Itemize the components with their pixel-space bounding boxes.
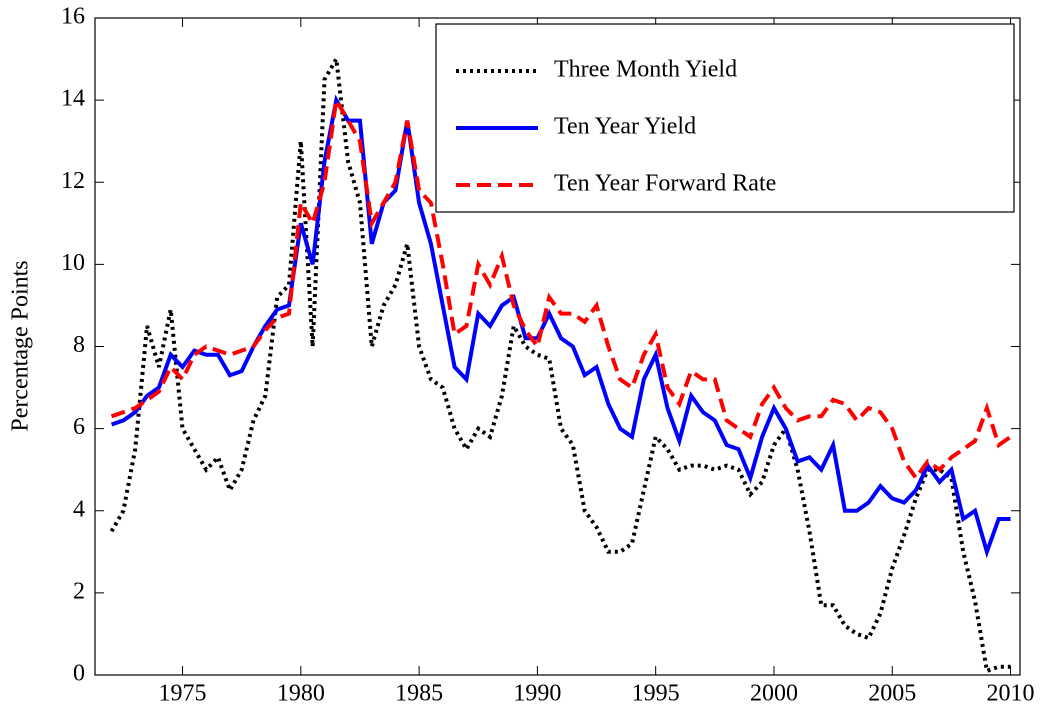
y-tick-label: 14: [61, 86, 85, 112]
y-tick-label: 2: [73, 578, 85, 604]
x-tick-label: 1995: [632, 681, 680, 707]
y-axis-label: Percentage Points: [8, 260, 34, 431]
x-tick-label: 1990: [513, 681, 561, 707]
series-line: [110, 94, 1012, 482]
x-tick-label: 2000: [750, 681, 798, 707]
x-tick-label: 1975: [159, 681, 207, 707]
series-line: [110, 94, 1011, 559]
x-tick-label: 1980: [277, 681, 325, 707]
y-tick-label: 12: [61, 168, 85, 194]
x-tick-label: 2010: [987, 681, 1035, 707]
legend-label: Ten Year Yield: [554, 114, 696, 140]
y-tick-label: 0: [73, 661, 85, 687]
y-tick-label: 10: [61, 250, 85, 276]
y-tick-label: 6: [73, 414, 85, 440]
series-line: [109, 52, 1011, 674]
legend-label: Three Month Yield: [554, 57, 737, 83]
x-tick-label: 2005: [868, 681, 916, 707]
y-tick-label: 4: [73, 496, 85, 522]
legend-label: Ten Year Forward Rate: [554, 171, 776, 197]
x-tick-label: 1985: [395, 681, 443, 707]
legend-box: [435, 23, 1015, 213]
y-tick-label: 8: [73, 332, 85, 358]
y-tick-label: 16: [61, 4, 85, 30]
